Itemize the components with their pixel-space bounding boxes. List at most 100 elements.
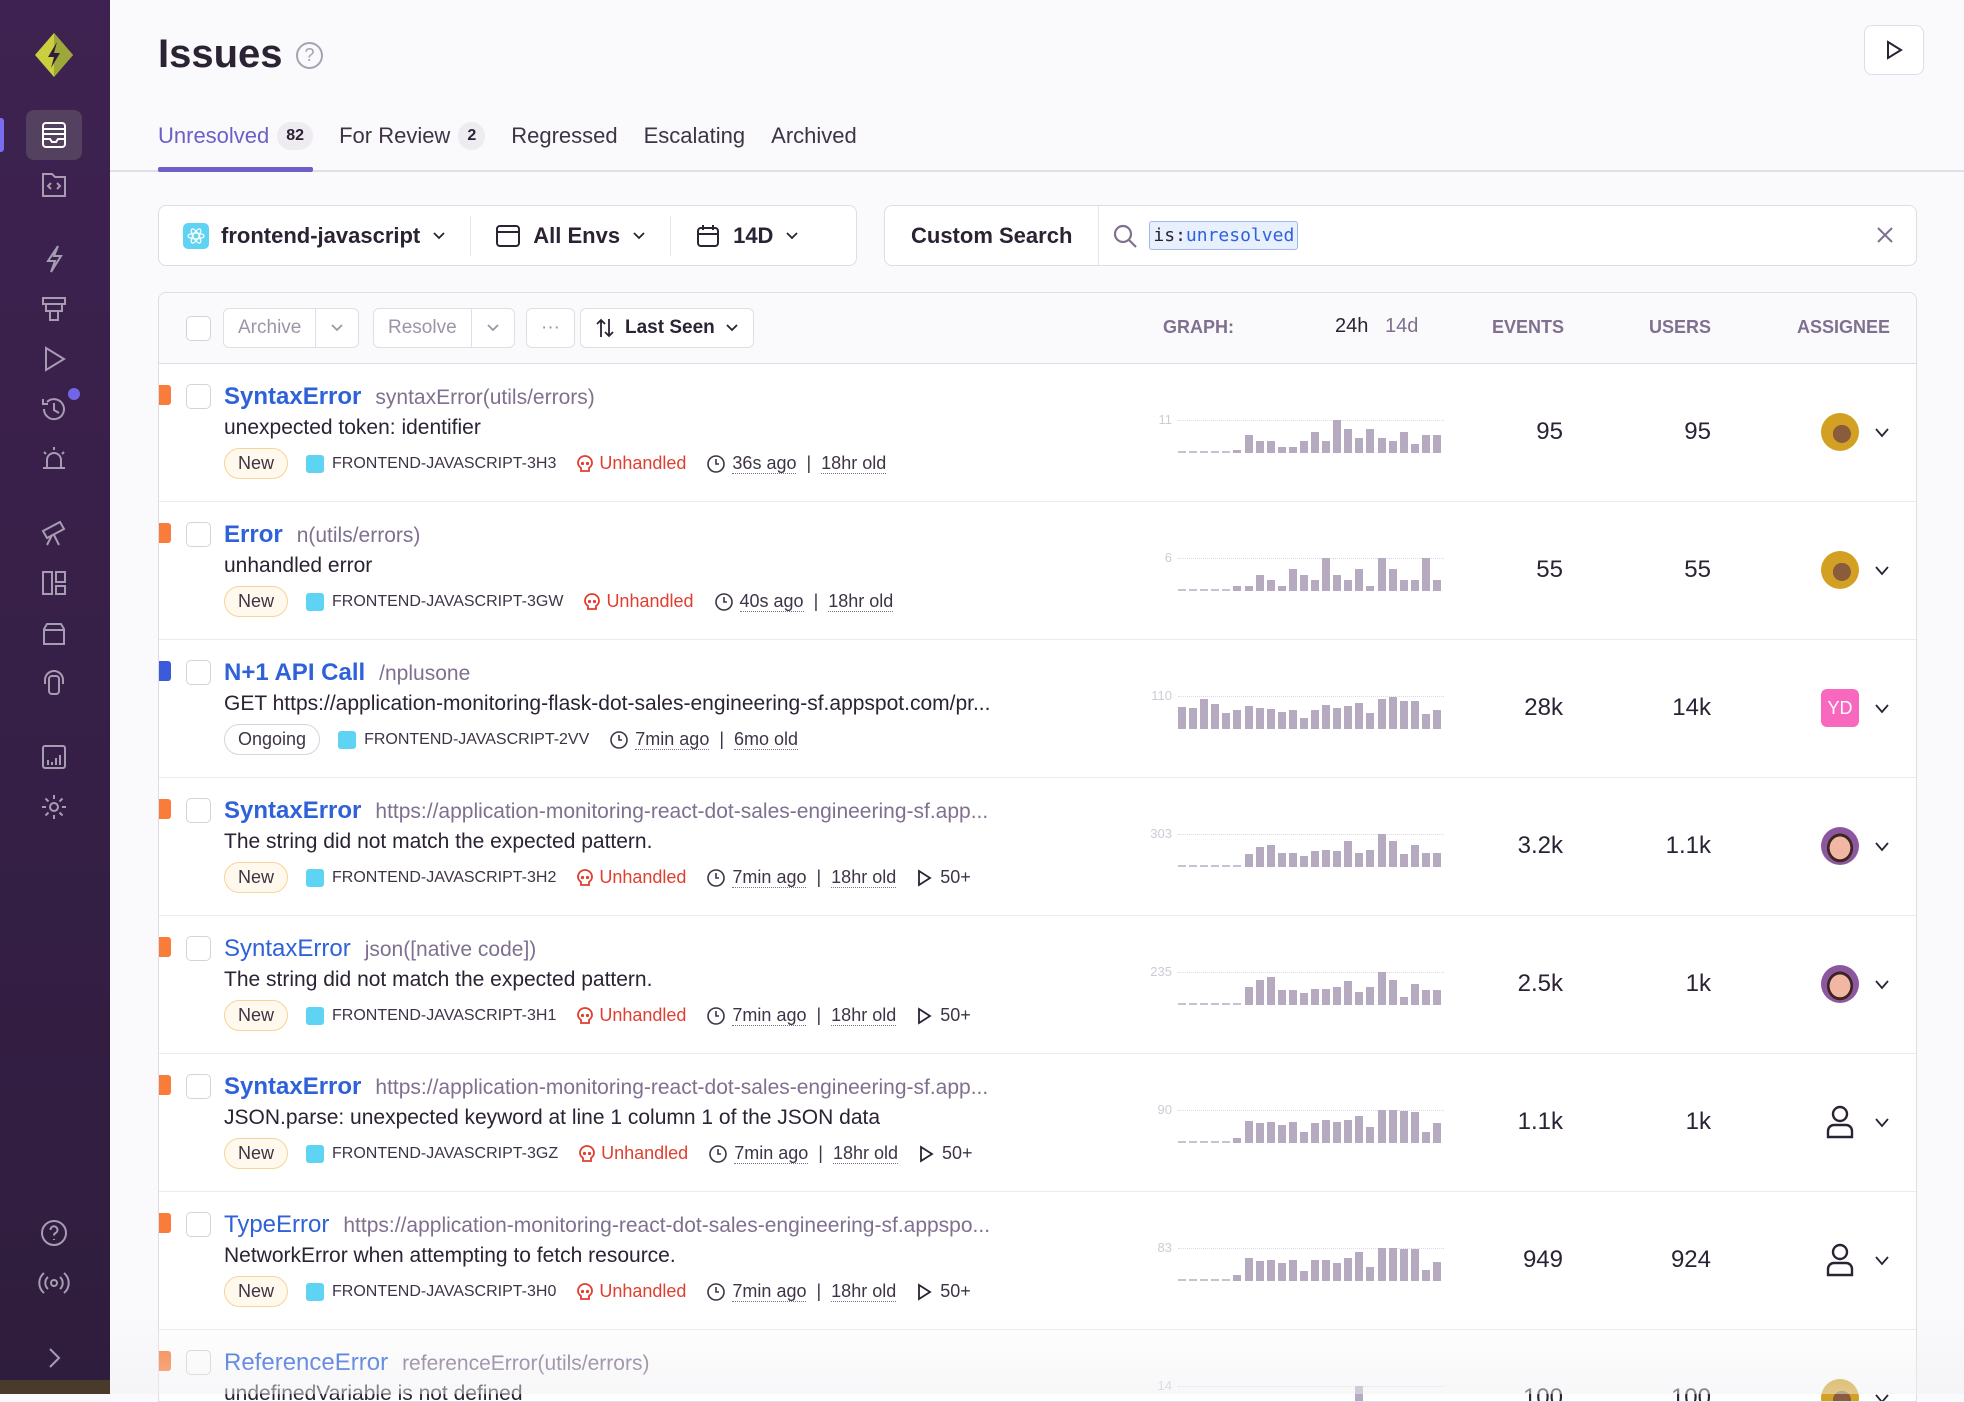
replays-count[interactable]: 50+ [916, 1005, 971, 1026]
custom-search-button[interactable]: Custom Search [885, 206, 1100, 265]
assignee-selector[interactable] [1821, 1379, 1859, 1401]
issue-checkbox[interactable] [186, 522, 211, 547]
issue-checkbox[interactable] [186, 660, 211, 685]
issue-checkbox[interactable] [186, 1212, 211, 1237]
more-actions-button[interactable]: ··· [526, 308, 575, 348]
clear-search-icon[interactable] [1874, 224, 1896, 246]
tab-regressed[interactable]: Regressed [511, 122, 617, 172]
issue-row[interactable]: TypeError https://application-monitoring-… [159, 1192, 1916, 1330]
history-icon [42, 398, 65, 421]
last-seen[interactable]: 40s ago [739, 590, 804, 612]
issue-row[interactable]: Error n(utils/errors) unhandled error New FR… [159, 502, 1916, 640]
issue-short-id[interactable]: FRONTEND-JAVASCRIPT-3H0 [332, 1282, 557, 1300]
select-all-checkbox[interactable] [186, 316, 211, 341]
tab-archived[interactable]: Archived [771, 122, 857, 172]
sidebar-item-profiling[interactable] [26, 284, 82, 334]
org-logo-icon[interactable] [31, 32, 77, 78]
sidebar-item-replays[interactable] [26, 334, 82, 384]
issue-row[interactable]: ReferenceError referenceError(utils/error… [159, 1330, 1916, 1401]
sidebar-item-dashboards[interactable] [26, 558, 82, 608]
issue-short-id[interactable]: FRONTEND-JAVASCRIPT-3GW [332, 592, 564, 610]
last-seen[interactable]: 7min ago [635, 728, 710, 750]
resolve-button[interactable]: Resolve [388, 317, 457, 338]
archive-button[interactable]: Archive [238, 317, 302, 338]
last-seen[interactable]: 36s ago [732, 452, 797, 474]
last-seen[interactable]: 7min ago [734, 1142, 809, 1164]
issue-type-link[interactable]: Error [224, 521, 283, 548]
issue-type-link[interactable]: TypeError [224, 1211, 330, 1238]
issue-short-id[interactable]: FRONTEND-JAVASCRIPT-3H3 [332, 454, 557, 472]
sidebar-item-crons[interactable] [26, 608, 82, 658]
sidebar-item-discover[interactable] [26, 508, 82, 558]
sidebar-item-stats[interactable] [26, 732, 82, 782]
issue-checkbox[interactable] [186, 1350, 211, 1375]
issue-checkbox[interactable] [186, 384, 211, 409]
issue-checkbox[interactable] [186, 936, 211, 961]
sparkline-bar [1189, 1003, 1198, 1005]
first-seen-age[interactable]: 18hr old [828, 590, 894, 612]
help-question-icon[interactable]: ? [296, 42, 323, 69]
graph-24h-toggle[interactable]: 24h [1335, 315, 1369, 337]
first-seen-age[interactable]: 18hr old [831, 1280, 897, 1302]
issue-type-link[interactable]: SyntaxError [224, 797, 362, 824]
assignee-selector[interactable] [1821, 413, 1859, 451]
issue-type-link[interactable]: SyntaxError [224, 935, 351, 962]
search-input[interactable]: is:unresolved [1149, 221, 1299, 250]
first-seen-age[interactable]: 18hr old [832, 1142, 898, 1164]
issue-short-id[interactable]: FRONTEND-JAVASCRIPT-2VV [364, 730, 590, 748]
sidebar-item-broadcasts[interactable] [26, 1258, 82, 1308]
tab-unresolved[interactable]: Unresolved 82 [158, 122, 314, 172]
sidebar-item-feedback[interactable] [26, 658, 82, 708]
issue-type-link[interactable]: SyntaxError [224, 1073, 362, 1100]
replays-count[interactable]: 50+ [916, 867, 971, 888]
react-project-icon [306, 454, 325, 473]
issue-short-id[interactable]: FRONTEND-JAVASCRIPT-3GZ [332, 1144, 559, 1162]
replays-count[interactable]: 50+ [916, 1281, 971, 1302]
archive-dropdown-button[interactable] [315, 309, 358, 347]
sort-button[interactable]: Last Seen [580, 308, 754, 348]
sidebar-item-alerts[interactable] [26, 434, 82, 484]
assignee-selector[interactable] [1821, 551, 1859, 589]
issue-row[interactable]: N+1 API Call/nplusone GET https://applica… [159, 640, 1916, 778]
graph-14d-toggle[interactable]: 14d [1385, 315, 1419, 337]
issue-checkbox[interactable] [186, 798, 211, 823]
last-seen[interactable]: 7min ago [732, 1004, 807, 1026]
environment-selector[interactable]: All Envs [471, 215, 672, 256]
sidebar-collapse-button[interactable] [26, 1333, 82, 1383]
assignee-selector[interactable] [1821, 827, 1859, 865]
tour-play-button[interactable] [1864, 25, 1924, 75]
first-seen-age[interactable]: 18hr old [831, 1004, 897, 1026]
last-seen[interactable]: 7min ago [732, 866, 807, 888]
sidebar-item-settings[interactable] [26, 782, 82, 832]
tab-for-review[interactable]: For Review 2 [339, 122, 486, 172]
issue-type-link[interactable]: ReferenceError [224, 1349, 389, 1376]
issue-row[interactable]: SyntaxError https://application-monitorin… [159, 1054, 1916, 1192]
sidebar-item-releases[interactable] [26, 384, 82, 434]
project-selector[interactable]: frontend-javascript [159, 215, 472, 256]
issue-short-id[interactable]: FRONTEND-JAVASCRIPT-3H1 [332, 1006, 557, 1024]
sidebar-item-issues[interactable] [26, 110, 82, 160]
tab-escalating[interactable]: Escalating [644, 122, 746, 172]
issue-row[interactable]: SyntaxError json([native code]) The string… [159, 916, 1916, 1054]
issue-type-link[interactable]: SyntaxError [224, 383, 362, 410]
first-seen-age[interactable]: 6mo old [734, 728, 799, 750]
assignee-selector[interactable] [1821, 1103, 1859, 1141]
issue-type-link[interactable]: N+1 API Call [224, 659, 366, 686]
date-range-selector[interactable]: 14D [671, 216, 823, 256]
first-seen-age[interactable]: 18hr old [821, 452, 887, 474]
issue-checkbox[interactable] [186, 1074, 211, 1099]
first-seen-age[interactable]: 18hr old [831, 866, 897, 888]
replays-count[interactable]: 50+ [918, 1143, 973, 1164]
last-seen[interactable]: 7min ago [732, 1280, 807, 1302]
resolve-dropdown-button[interactable] [470, 309, 514, 347]
issue-row[interactable]: SyntaxError syntaxError(utils/errors) unex… [159, 364, 1916, 502]
assignee-selector[interactable] [1821, 965, 1859, 1003]
sidebar-item-help[interactable] [26, 1208, 82, 1258]
sidebar-item-performance[interactable] [26, 234, 82, 284]
assignee-selector[interactable]: YD [1821, 689, 1859, 727]
sparkline-bar [1255, 1122, 1264, 1143]
assignee-selector[interactable] [1821, 1241, 1859, 1279]
issue-row[interactable]: SyntaxError https://application-monitorin… [159, 778, 1916, 916]
issue-short-id[interactable]: FRONTEND-JAVASCRIPT-3H2 [332, 868, 557, 886]
sidebar-item-projects[interactable] [26, 160, 82, 210]
